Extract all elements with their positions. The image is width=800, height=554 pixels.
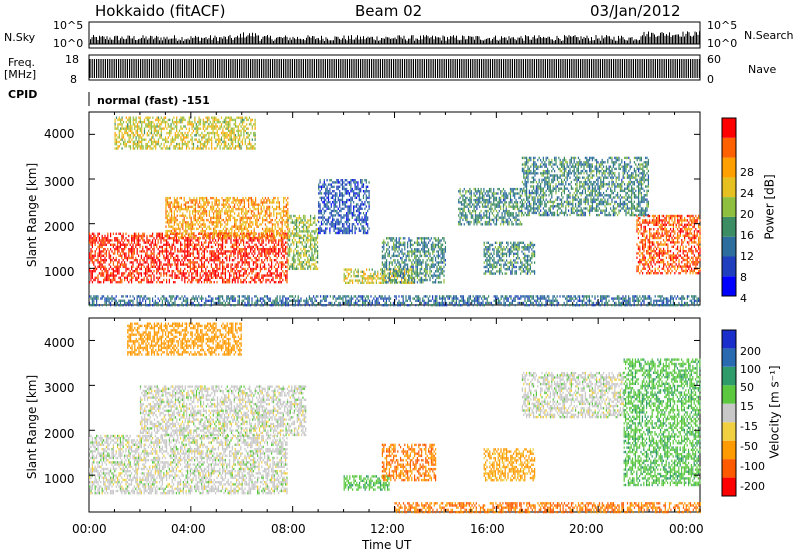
power-colorbar-swatch-4	[722, 197, 736, 217]
velocity-colorbar-swatch-0	[722, 478, 736, 496]
power-colorbar-swatch-2	[722, 237, 736, 257]
velocity-colorbar-swatch-1	[722, 459, 736, 477]
power-colorbar-swatch-6	[722, 158, 736, 178]
power-colorbar-swatch-0	[722, 276, 736, 296]
nsky-trace	[89, 31, 700, 44]
power-colorbar-swatch-3	[722, 217, 736, 237]
rti-plot	[0, 0, 800, 554]
velocity-colorbar-swatch-2	[722, 441, 736, 459]
power-colorbar-swatch-7	[722, 138, 736, 158]
power-colorbar-swatch-5	[722, 177, 736, 197]
velocity-colorbar-swatch-4	[722, 404, 736, 422]
velocity-colorbar-swatch-3	[722, 422, 736, 440]
power-colorbar-swatch-1	[722, 256, 736, 276]
velocity-colorbar-swatch-8	[722, 330, 736, 348]
velocity-colorbar-swatch-5	[722, 385, 736, 403]
velocity-colorbar-swatch-7	[722, 348, 736, 366]
power-colorbar-swatch-8	[722, 118, 736, 138]
nave-bars	[90, 59, 699, 78]
velocity-colorbar-swatch-6	[722, 367, 736, 385]
